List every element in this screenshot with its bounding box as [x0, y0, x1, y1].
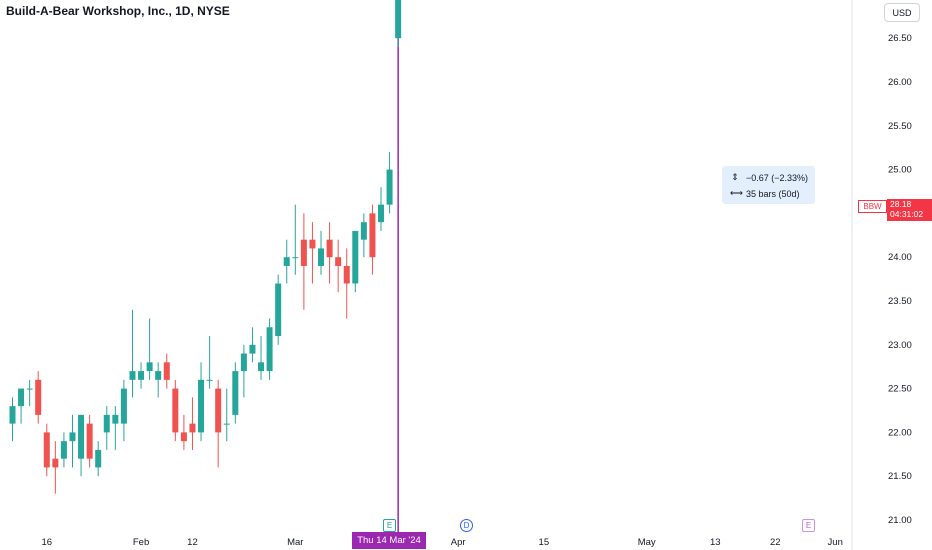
- candle-body: [266, 327, 273, 372]
- x-tick-label: Feb: [133, 537, 149, 548]
- earnings-event-marker[interactable]: E: [383, 519, 396, 532]
- candle-body: [78, 414, 85, 459]
- candle-body: [86, 423, 93, 459]
- measure-change: −0.67 (−2.33%): [746, 172, 809, 183]
- x-tick-label: Mar: [287, 537, 303, 548]
- x-tick-label: Apr: [451, 537, 466, 548]
- x-tick-label: May: [638, 537, 656, 548]
- candle-body: [386, 169, 393, 205]
- candle-body: [103, 414, 110, 433]
- currency-button[interactable]: USD: [884, 3, 920, 22]
- y-tick-label: 21.00: [888, 515, 912, 526]
- candle-body: [112, 414, 119, 424]
- candle-body: [129, 371, 136, 380]
- bar-countdown: 04:31:02: [890, 209, 924, 219]
- candle-body: [232, 371, 239, 415]
- y-tick-label: 23.50: [888, 296, 912, 307]
- last-price-symbol: BBW: [858, 200, 887, 213]
- y-tick-label: 22.50: [888, 384, 912, 395]
- candle-body: [395, 0, 402, 39]
- candle-body: [275, 283, 282, 337]
- measure-range: 35 bars (50d): [746, 188, 800, 199]
- candle-body: [326, 239, 333, 258]
- x-tick-label: 13: [710, 537, 721, 548]
- candle-body: [35, 379, 42, 415]
- candle-body: [189, 423, 196, 433]
- x-tick-label: 22: [770, 537, 781, 548]
- candle-body: [283, 257, 290, 266]
- candle-body: [69, 432, 76, 442]
- price-range-icon: ⇕: [731, 172, 739, 182]
- candle-body: [155, 371, 162, 380]
- candle-body: [138, 371, 145, 380]
- candle-body: [300, 239, 307, 266]
- candle-body: [258, 362, 265, 372]
- candle-body: [18, 388, 25, 407]
- candle-body: [223, 423, 230, 425]
- candle-body: [163, 362, 170, 380]
- candle-body: [172, 388, 179, 433]
- candle-body: [215, 388, 222, 433]
- candle-body: [249, 344, 256, 354]
- candle-body: [206, 379, 213, 381]
- x-tick-label: 12: [187, 537, 198, 548]
- y-tick-label: 25.00: [888, 165, 912, 176]
- x-tick-label: 16: [41, 537, 52, 548]
- measure-tooltip: ⇕ −0.67 (−2.33%) ⟷ 35 bars (50d): [722, 166, 815, 204]
- bars-range-icon: ⟷: [730, 188, 743, 198]
- x-tick-label: 15: [539, 537, 550, 548]
- symbol-title: Build-A-Bear Workshop, Inc., 1D, NYSE: [6, 4, 230, 18]
- candle-body: [240, 353, 247, 372]
- candle-body: [26, 388, 33, 390]
- candle-body: [9, 406, 16, 424]
- y-tick-label: 22.00: [888, 427, 912, 438]
- candle-body: [335, 257, 342, 266]
- candle-body: [318, 248, 325, 266]
- candle-body: [309, 239, 316, 249]
- candle-body: [146, 362, 153, 372]
- candle-body: [360, 222, 367, 240]
- candle-body: [352, 230, 359, 284]
- candle-body: [378, 204, 385, 223]
- candle-body: [60, 441, 67, 459]
- y-tick-label: 26.50: [888, 33, 912, 44]
- candle-body: [180, 432, 187, 442]
- candle-body: [43, 432, 50, 468]
- last-price-value: 28.18: [890, 199, 912, 209]
- y-tick-label: 24.00: [888, 252, 912, 263]
- dividend-event-marker[interactable]: D: [460, 519, 473, 532]
- last-price-tag: BBW 28.18 04:31:02: [858, 199, 932, 221]
- last-price-box: 28.18 04:31:02: [887, 199, 932, 221]
- y-tick-label: 21.50: [888, 471, 912, 482]
- candle-body: [95, 449, 102, 468]
- candle-body: [52, 458, 59, 468]
- candle-body: [198, 379, 205, 433]
- y-tick-label: 25.50: [888, 121, 912, 132]
- y-tick-label: 23.00: [888, 340, 912, 351]
- x-tick-label: Jun: [828, 537, 843, 548]
- candle-body: [292, 257, 299, 259]
- crosshair-date-label: Thu 14 Mar '24: [352, 532, 426, 549]
- candle-body: [120, 388, 127, 424]
- candle-body: [369, 213, 376, 258]
- y-tick-label: 26.00: [888, 77, 912, 88]
- candle-body: [343, 265, 350, 284]
- earnings-event-marker-upcoming[interactable]: E: [802, 519, 815, 532]
